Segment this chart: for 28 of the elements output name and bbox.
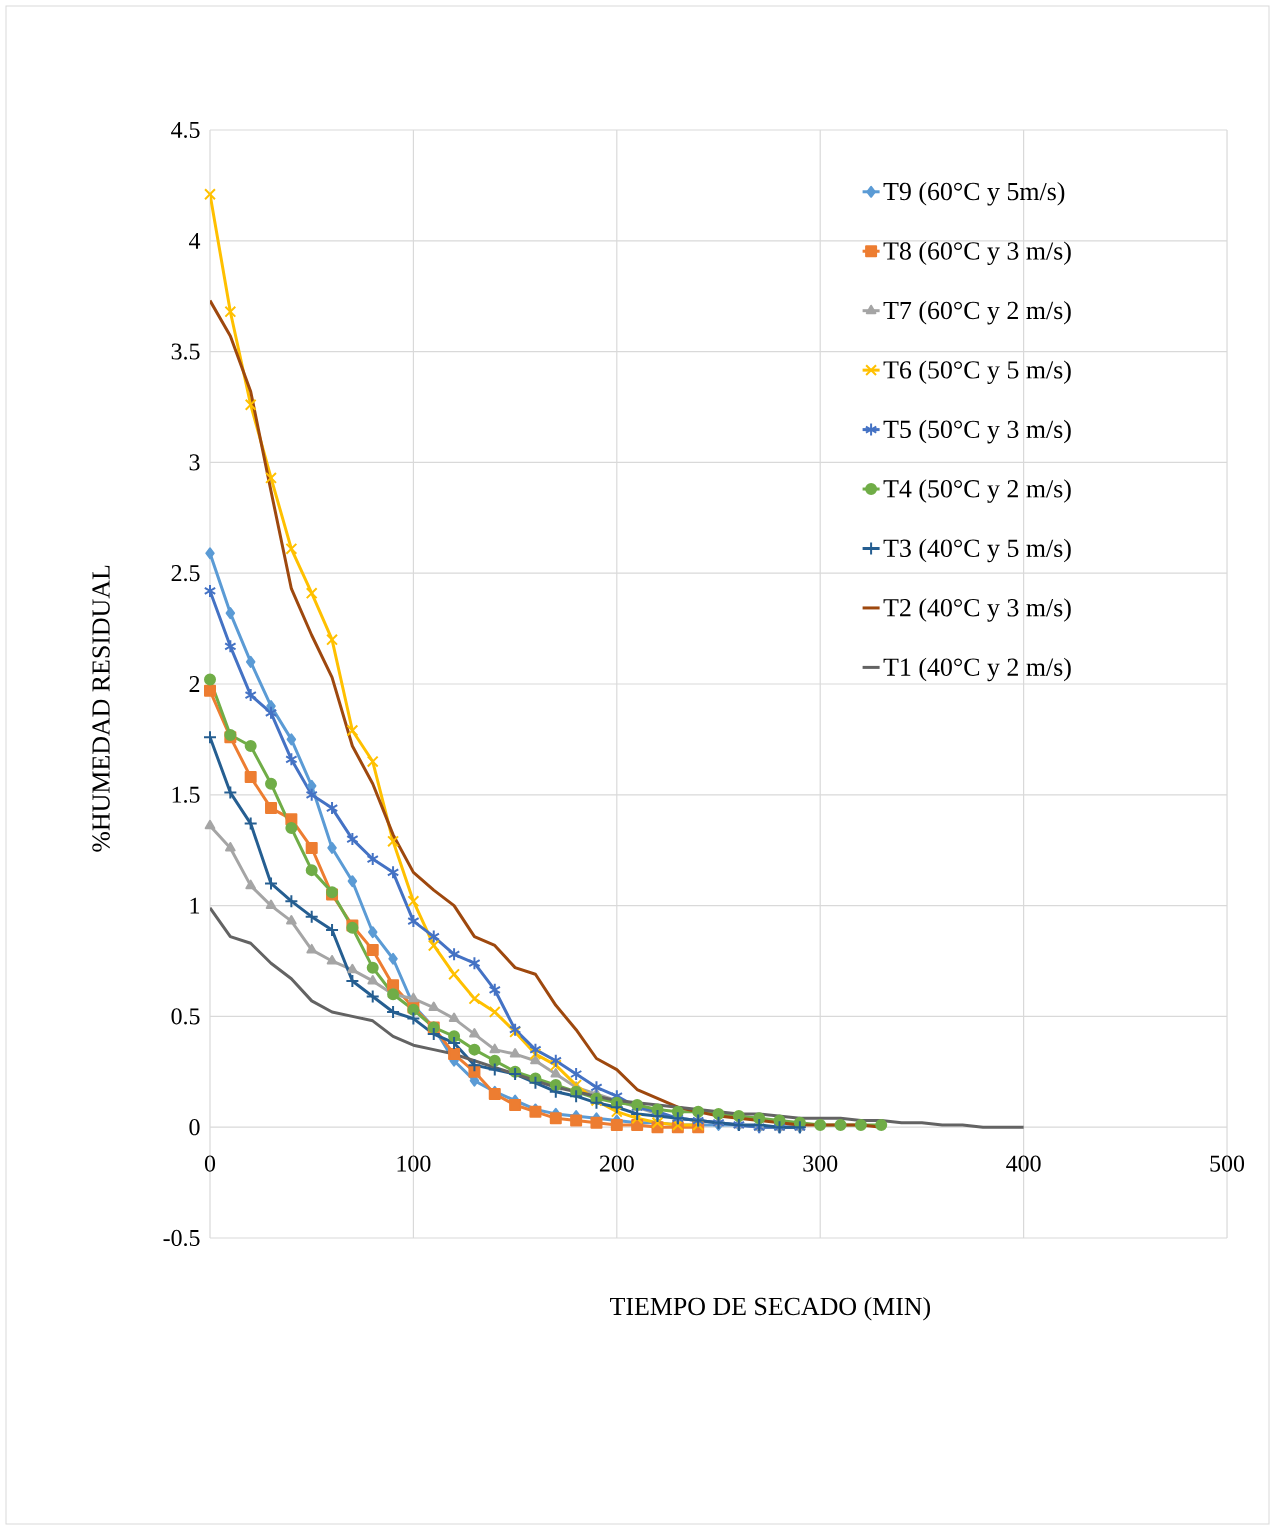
y-tick-label: 3 <box>189 454 200 471</box>
y-tick-label: -0.5 <box>163 1229 200 1247</box>
y-tick-label: 0 <box>189 1119 200 1136</box>
y-tick-label: 4 <box>189 232 201 249</box>
x-tick-label: 400 <box>1006 1155 1041 1172</box>
y-tick-label: 3.5 <box>171 343 200 360</box>
x-axis-title: TIEMPO DE SECADO (MIN) <box>610 1296 931 1321</box>
x-tick-label: 0 <box>204 1155 216 1172</box>
legend-label: T3 (40°C y 5 m/s) <box>883 538 1071 563</box>
y-tick-label: 1 <box>190 897 200 914</box>
x-tick-label: 300 <box>803 1155 838 1172</box>
legend-label: T7 (60°C y 2 m/s) <box>883 300 1071 325</box>
legend-label: T8 (60°C y 3 m/s) <box>883 241 1071 266</box>
x-tick-label: 100 <box>397 1155 431 1172</box>
legend-label: T9 (60°C y 5m/s) <box>883 182 1065 206</box>
legend-label: T4 (50°C y 2 m/s) <box>883 479 1071 503</box>
legend-label: T2 (40°C y 3 m/s) <box>883 598 1071 622</box>
y-tick-label: 1.5 <box>172 786 200 803</box>
y-axis-title: %HUMEDAD RESIDUAL <box>92 565 110 852</box>
y-tick-label: 0.5 <box>171 1008 200 1025</box>
x-tick-label: 500 <box>1210 1155 1245 1172</box>
y-tick-label: 2 <box>189 676 200 692</box>
legend-label: T1 (40°C y 2 m/s) <box>883 657 1071 682</box>
y-tick-label: 4.5 <box>171 121 200 139</box>
x-tick-label: 200 <box>599 1155 634 1172</box>
legend-label: T5 (50°C y 3 m/s) <box>883 419 1071 444</box>
y-tick-label: 2.5 <box>171 565 200 582</box>
legend-label: T6 (50°C y 5 m/s) <box>883 360 1071 384</box>
